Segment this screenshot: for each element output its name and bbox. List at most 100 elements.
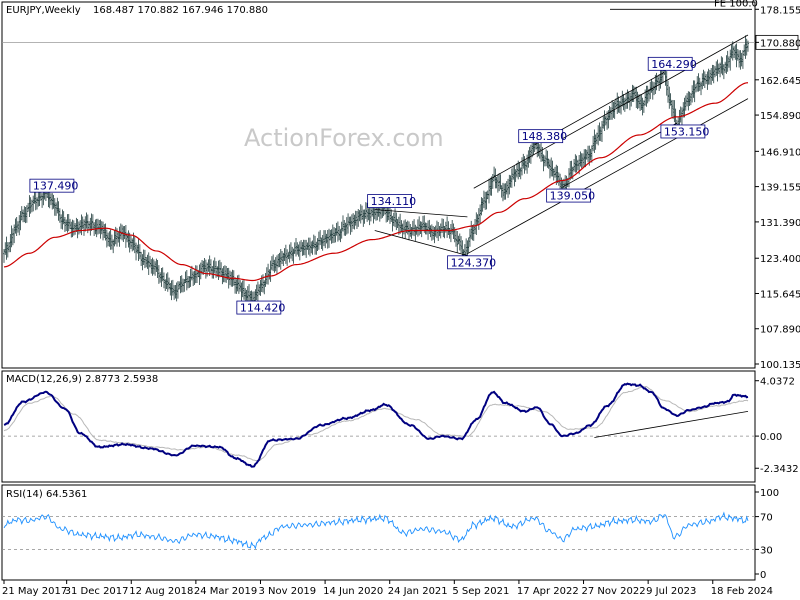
ohlc-bar <box>639 94 642 112</box>
ohlc-bar <box>587 145 590 163</box>
ohlc-bar <box>479 204 482 224</box>
ohlc-bar <box>414 224 417 241</box>
ohlc-bar <box>84 216 87 232</box>
ohlc-bar <box>159 272 162 283</box>
ohlc-bar <box>490 176 493 196</box>
ohlc-bar <box>319 230 322 246</box>
ohlc-bar <box>570 160 573 179</box>
ohlc-bar <box>419 221 422 235</box>
ohlc-bar <box>25 205 28 223</box>
ohlc-bar <box>70 221 73 238</box>
ohlc-bar <box>188 276 191 288</box>
ohlc-bar <box>348 216 351 226</box>
ohlc-bar <box>274 257 277 272</box>
ohlc-bar <box>203 257 206 273</box>
ohlc-bar <box>401 223 404 238</box>
ohlc-bar <box>513 165 516 187</box>
ohlc-bar <box>168 277 171 290</box>
ohlc-bar <box>550 157 553 177</box>
ohlc-bar <box>80 214 83 236</box>
ohlc-bar <box>268 269 271 280</box>
ohlc-bar <box>310 241 313 254</box>
ohlc-bar <box>331 224 334 244</box>
ohlc-bar <box>32 195 35 212</box>
ohlc-bar <box>481 198 484 212</box>
ohlc-bar <box>207 259 210 272</box>
ohlc-bar <box>169 283 172 296</box>
ohlc-bar <box>705 74 708 85</box>
ohlc-bar <box>603 110 606 131</box>
level-label-text: 124.370 <box>451 256 497 269</box>
ohlc-bar <box>627 91 630 103</box>
level-label-153-150: 153.150 <box>660 124 709 138</box>
ohlc-bar <box>220 262 223 277</box>
price-tick-label: 100.135 <box>760 360 800 371</box>
level-label-text: 148.380 <box>522 130 568 143</box>
macd-tick-label: 4.0372 <box>760 377 795 388</box>
ohlc-bar <box>447 221 450 236</box>
ohlc-bar <box>129 235 132 250</box>
ohlc-bar <box>735 43 738 68</box>
ohlc-bar <box>288 244 291 263</box>
ohlc-bar <box>282 252 285 267</box>
ohlc-bar <box>451 220 454 235</box>
price-pane-frame <box>1 1 756 369</box>
ohlc-bar <box>263 280 266 295</box>
level-label-box <box>518 129 564 144</box>
ohlc-bar <box>608 105 611 120</box>
ohlc-bar <box>225 266 228 283</box>
ohlc-bar <box>230 271 233 287</box>
ohlc-bar <box>272 254 275 272</box>
macd-layer <box>2 382 755 468</box>
ohlc-bar <box>292 248 295 264</box>
ohlc-bar <box>183 279 186 292</box>
ohlc-bar <box>295 237 298 257</box>
level-label-box <box>367 194 413 208</box>
ohlc-bar <box>165 273 168 289</box>
ohlc-bar <box>592 135 595 152</box>
ohlc-bar <box>556 165 559 184</box>
ohlc-bar <box>579 151 582 167</box>
ohlc-bar <box>322 230 325 247</box>
ohlc-bar <box>201 260 204 275</box>
ohlc-bar <box>300 239 303 252</box>
ohlc-bar <box>651 81 654 100</box>
ohlc-bar <box>152 259 155 275</box>
time-tick-label: 31 Dec 2017 <box>65 586 129 597</box>
ohlc-bar <box>647 88 650 102</box>
ohlc-bar <box>75 217 78 232</box>
ohlc-bar <box>418 216 421 236</box>
ohlc-bar <box>124 225 127 248</box>
ohlc-bar <box>721 57 724 76</box>
ohlc-bar <box>729 49 732 71</box>
ohlc-bar <box>424 222 427 235</box>
ohlc-bar <box>458 233 461 251</box>
price-tick-label: 170.880 <box>760 38 800 49</box>
ohlc-bar <box>135 242 138 261</box>
ohlc-bar <box>336 221 339 242</box>
ohlc-bar <box>600 121 603 143</box>
ohlc-bar <box>433 226 436 244</box>
ohlc-bar <box>339 229 342 243</box>
ohlc-bar <box>505 181 508 195</box>
ohlc-bar <box>258 284 261 296</box>
ohlc-bar <box>731 41 734 61</box>
ohlc-bar <box>154 261 157 276</box>
ohlc-bar <box>204 259 207 279</box>
ohlc-bar <box>606 111 609 130</box>
ohlc-bar <box>501 182 504 202</box>
ohlc-bar <box>580 153 583 169</box>
ohlc-bar <box>744 35 747 59</box>
moving-average-line <box>3 82 749 282</box>
level-label-text: 139.050 <box>550 190 596 203</box>
ohlc-bar <box>185 270 188 291</box>
ohlc-bar <box>303 239 306 256</box>
ohlc-bar <box>491 173 494 189</box>
macd-line <box>3 382 749 468</box>
ohlc-bar <box>329 229 332 241</box>
ohlc-bar <box>235 279 238 294</box>
ohlc-bar <box>308 237 311 257</box>
ohlc-bar <box>91 214 94 231</box>
ohlc-bar <box>291 246 294 262</box>
